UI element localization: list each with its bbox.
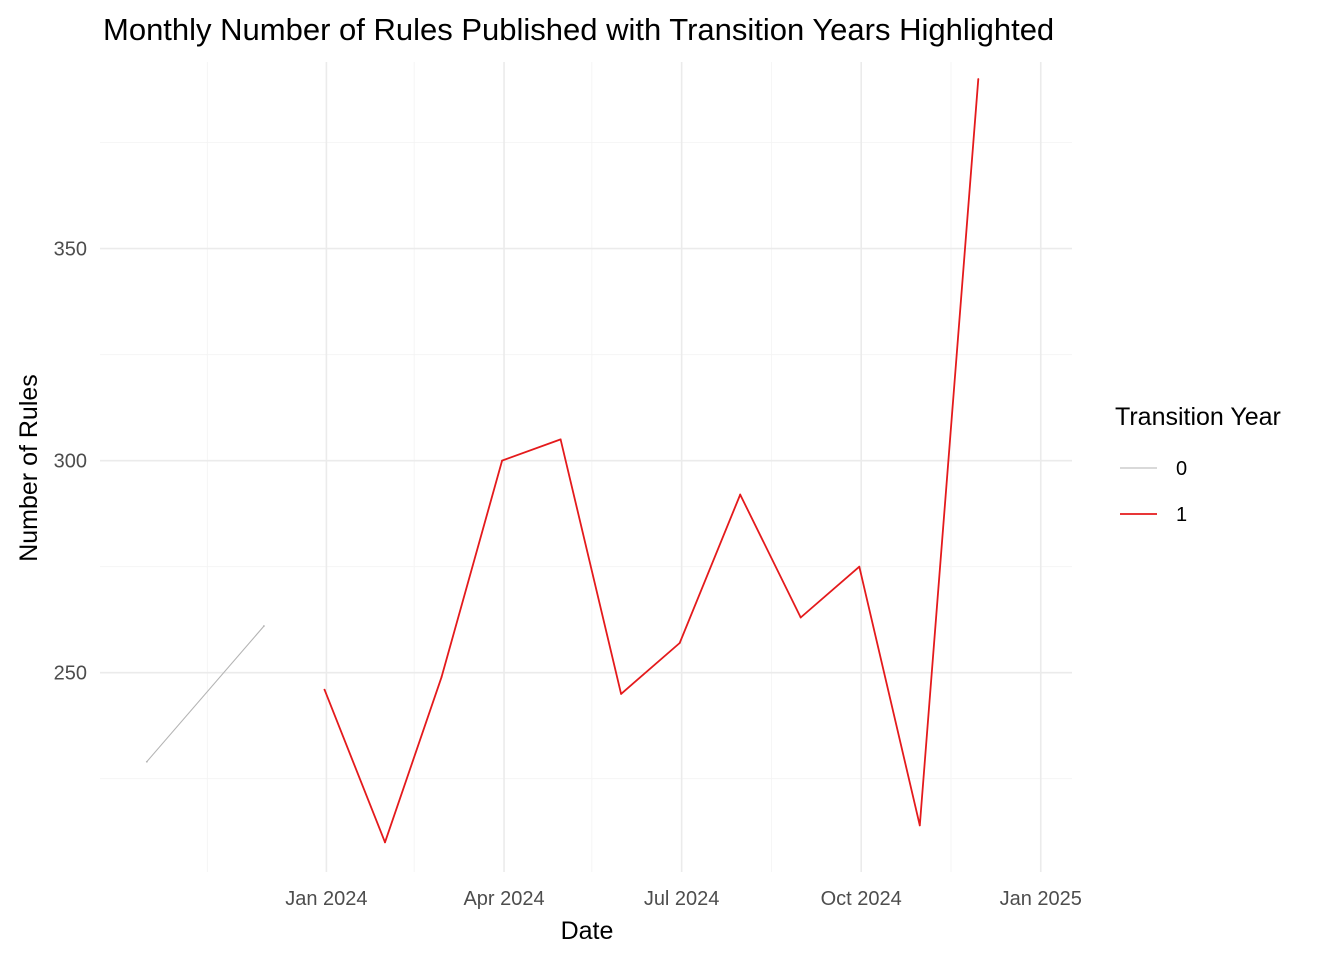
data-point xyxy=(977,78,980,80)
data-point xyxy=(620,692,623,695)
x-tick-label: Jul 2024 xyxy=(644,888,720,910)
data-point xyxy=(440,676,443,678)
data-point xyxy=(263,625,265,627)
grid xyxy=(100,62,1072,872)
y-tick-label: 300 xyxy=(54,451,87,473)
x-tick-label: Apr 2024 xyxy=(463,888,544,910)
x-tick-label: Jan 2024 xyxy=(285,888,367,910)
data-point xyxy=(501,459,503,462)
y-tick-label: 350 xyxy=(54,239,87,261)
legend-label-1: 1 xyxy=(1176,504,1187,526)
data-point xyxy=(323,688,326,691)
chart-title: Monthly Number of Rules Published with T… xyxy=(103,12,1054,47)
data-point xyxy=(739,493,742,496)
data-point xyxy=(799,616,802,619)
x-tick-label: Oct 2024 xyxy=(821,888,902,910)
x-axis-title: Date xyxy=(561,917,614,945)
data-point xyxy=(145,760,148,763)
series-line-0 xyxy=(146,625,265,763)
data-point xyxy=(918,824,921,827)
y-tick-label: 250 xyxy=(54,663,87,685)
legend-label-0: 0 xyxy=(1176,458,1187,480)
y-axis-ticks: 250 300 350 xyxy=(54,239,87,685)
x-tick-label: Jan 2025 xyxy=(1000,888,1082,910)
data-point xyxy=(559,438,562,441)
series-lines xyxy=(145,78,980,844)
y-axis-title: Number of Rules xyxy=(15,374,43,562)
x-axis-ticks: Jan 2024 Apr 2024 Jul 2024 Oct 2024 Jan 2025 xyxy=(285,888,1082,910)
legend: Transition Year 0 1 xyxy=(1115,403,1281,526)
data-point xyxy=(384,841,386,844)
series-line-1 xyxy=(323,78,980,844)
data-point xyxy=(858,565,861,568)
legend-title: Transition Year xyxy=(1115,403,1281,431)
data-point xyxy=(678,642,681,644)
